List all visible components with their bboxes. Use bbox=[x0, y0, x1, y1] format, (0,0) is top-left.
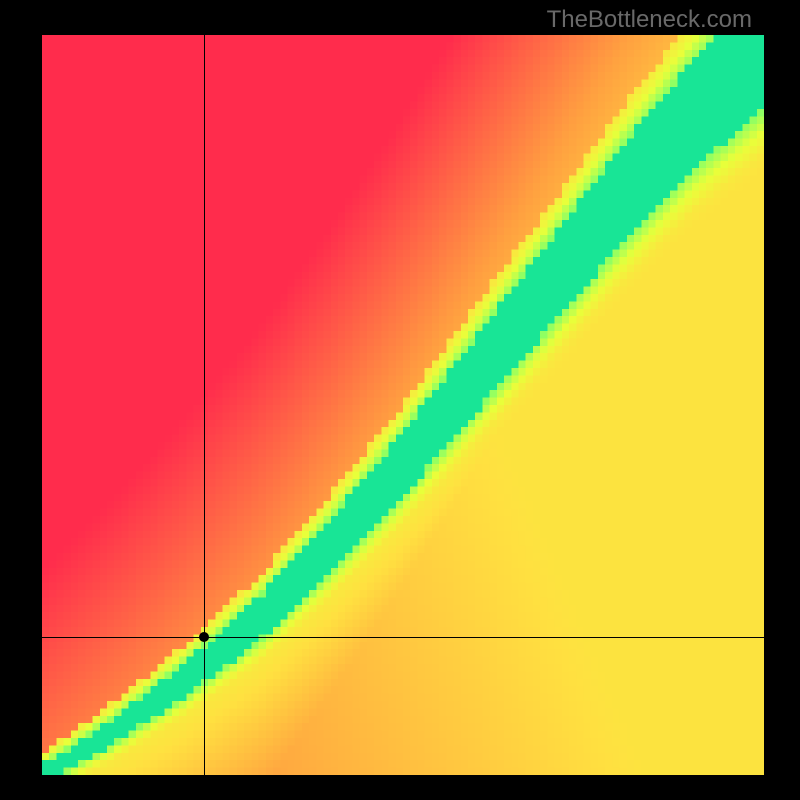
crosshair-vertical bbox=[204, 35, 205, 775]
crosshair-horizontal bbox=[42, 637, 764, 638]
bottleneck-heatmap bbox=[42, 35, 764, 775]
watermark-label: TheBottleneck.com bbox=[547, 6, 752, 34]
chart-container: TheBottleneck.com bbox=[0, 0, 800, 800]
